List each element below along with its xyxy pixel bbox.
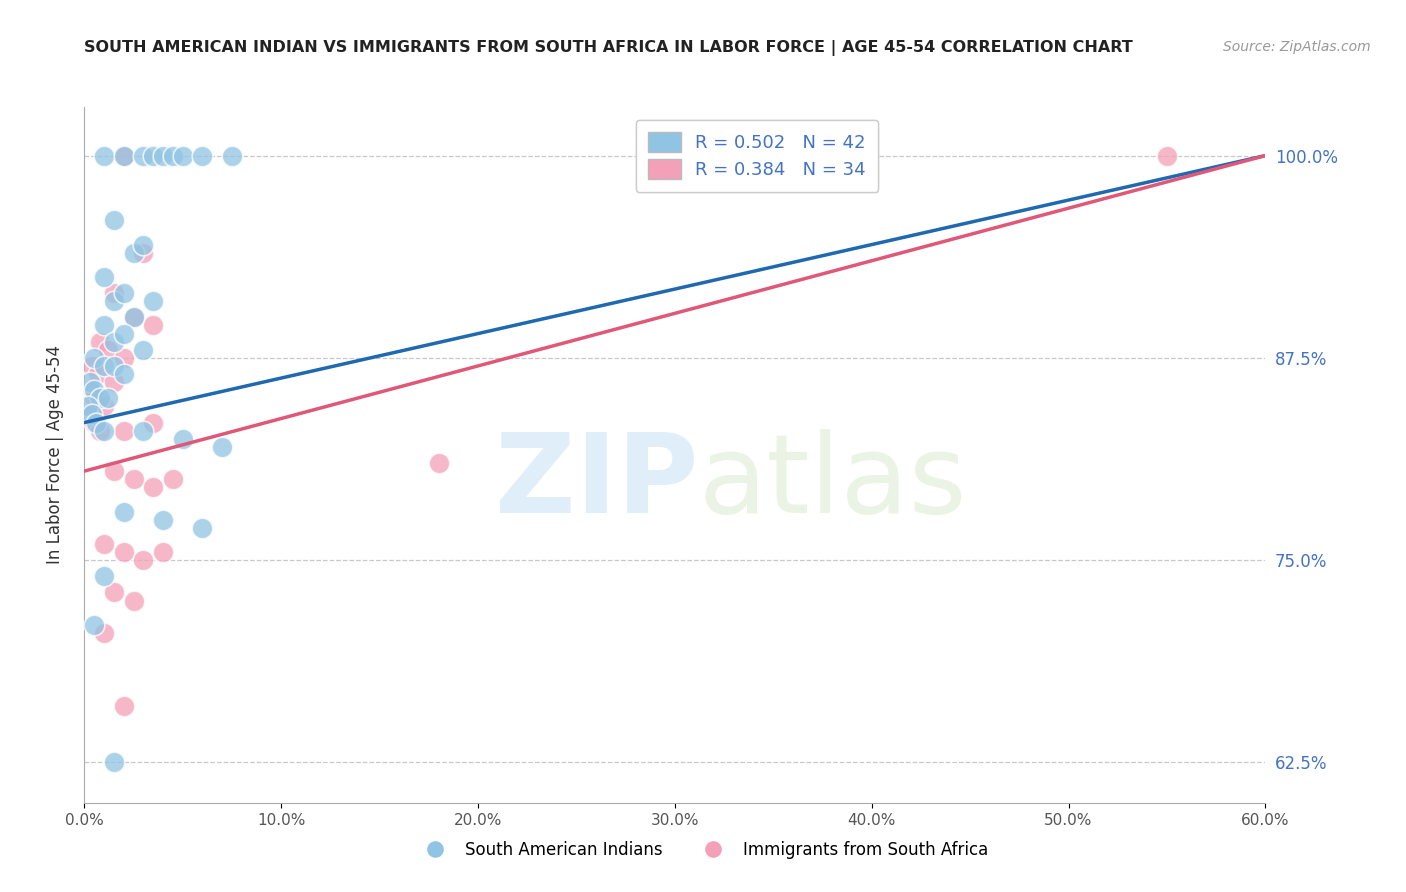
Point xyxy=(83,617,105,632)
Point xyxy=(89,424,111,438)
Point xyxy=(83,351,105,365)
Point xyxy=(132,148,155,162)
Point xyxy=(93,318,115,333)
Point xyxy=(112,326,135,341)
Point xyxy=(221,148,243,162)
Point xyxy=(103,286,125,301)
Point xyxy=(152,148,174,162)
Point xyxy=(93,424,115,438)
Legend: South American Indians, Immigrants from South Africa: South American Indians, Immigrants from … xyxy=(412,835,994,866)
Point xyxy=(84,416,107,430)
Point xyxy=(93,148,115,162)
Point xyxy=(142,148,165,162)
Point xyxy=(103,213,125,227)
Point xyxy=(112,504,135,518)
Point xyxy=(112,286,135,301)
Point xyxy=(122,310,145,325)
Text: ZIP: ZIP xyxy=(495,429,699,536)
Point xyxy=(132,343,155,357)
Point xyxy=(87,367,110,381)
Point xyxy=(103,756,125,770)
Point xyxy=(112,148,135,162)
Point xyxy=(112,424,135,438)
Point xyxy=(79,383,101,397)
Point xyxy=(83,392,105,406)
Point xyxy=(93,269,115,284)
Point xyxy=(103,359,125,373)
Point xyxy=(142,416,165,430)
Point xyxy=(142,318,165,333)
Legend: R = 0.502   N = 42, R = 0.384   N = 34: R = 0.502 N = 42, R = 0.384 N = 34 xyxy=(636,120,879,192)
Point xyxy=(112,148,135,162)
Point xyxy=(427,456,450,470)
Point xyxy=(79,375,101,389)
Point xyxy=(82,408,104,422)
Point xyxy=(89,392,111,406)
Point xyxy=(122,472,145,486)
Point xyxy=(97,343,120,357)
Point xyxy=(172,432,194,446)
Point xyxy=(162,472,184,486)
Point xyxy=(152,545,174,559)
Point xyxy=(122,245,145,260)
Point xyxy=(103,294,125,309)
Point xyxy=(132,237,155,252)
Point xyxy=(97,392,120,406)
Text: Source: ZipAtlas.com: Source: ZipAtlas.com xyxy=(1223,40,1371,54)
Point xyxy=(211,440,233,454)
Point xyxy=(82,359,104,373)
Point xyxy=(103,334,125,349)
Point xyxy=(89,334,111,349)
Point xyxy=(142,294,165,309)
Point xyxy=(103,585,125,599)
Point xyxy=(112,367,135,381)
Point xyxy=(191,148,214,162)
Point xyxy=(93,400,115,414)
Point xyxy=(112,545,135,559)
Point xyxy=(132,245,155,260)
Point xyxy=(93,626,115,640)
Point xyxy=(93,569,115,583)
Point xyxy=(142,861,165,875)
Point xyxy=(122,310,145,325)
Point xyxy=(142,480,165,494)
Point xyxy=(77,408,100,422)
Point xyxy=(152,513,174,527)
Point xyxy=(103,464,125,478)
Text: atlas: atlas xyxy=(699,429,967,536)
Point xyxy=(112,698,135,713)
Point xyxy=(93,359,115,373)
Point xyxy=(172,148,194,162)
Point xyxy=(132,553,155,567)
Point xyxy=(122,593,145,607)
Point xyxy=(103,375,125,389)
Point xyxy=(83,416,105,430)
Y-axis label: In Labor Force | Age 45-54: In Labor Force | Age 45-54 xyxy=(45,345,63,565)
Point xyxy=(132,424,155,438)
Point xyxy=(162,148,184,162)
Point xyxy=(77,400,100,414)
Text: SOUTH AMERICAN INDIAN VS IMMIGRANTS FROM SOUTH AFRICA IN LABOR FORCE | AGE 45-54: SOUTH AMERICAN INDIAN VS IMMIGRANTS FROM… xyxy=(84,40,1133,56)
Point xyxy=(112,351,135,365)
Point xyxy=(191,521,214,535)
Point xyxy=(1156,148,1178,162)
Point xyxy=(83,383,105,397)
Point xyxy=(93,537,115,551)
